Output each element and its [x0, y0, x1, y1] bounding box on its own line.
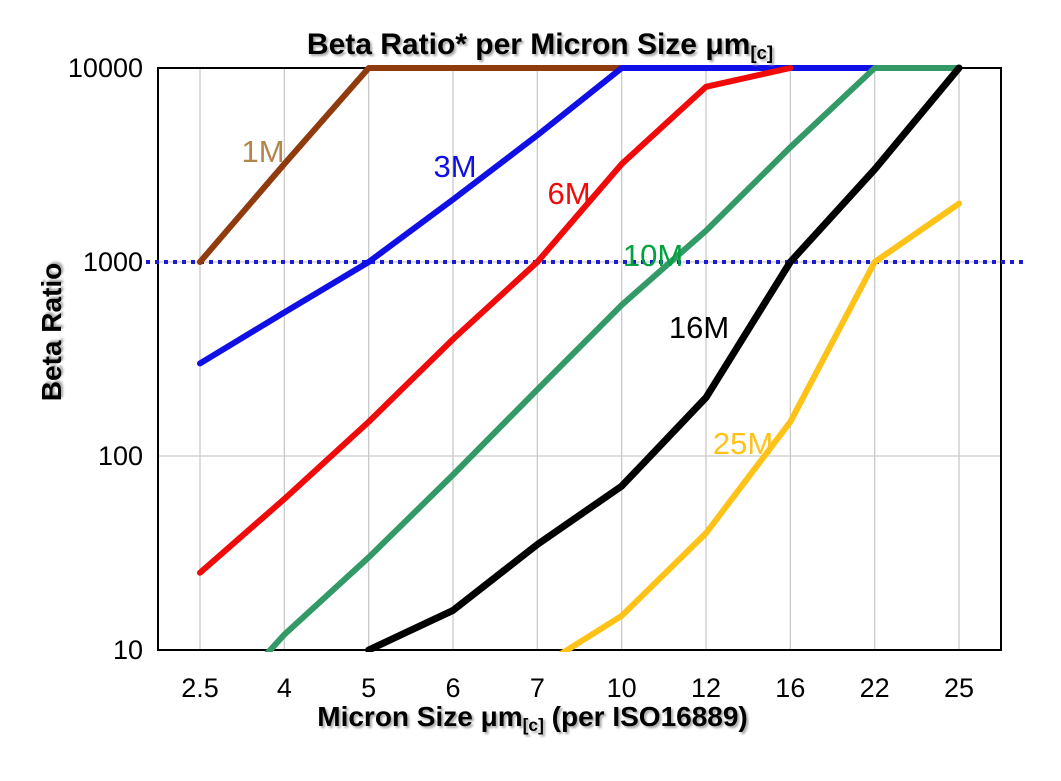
series-line-1M	[197, 65, 625, 265]
series-label-25M: 25M	[713, 426, 773, 461]
series-label-1M: 1M	[241, 134, 284, 169]
y-tick-1000: 1000	[83, 247, 143, 277]
chart-title-text: Beta Ratio* per Micron Size μm	[306, 28, 751, 61]
x-tick-2.5: 2.5	[181, 673, 219, 703]
series-line-3M	[197, 65, 878, 367]
series-line-25M	[558, 200, 962, 652]
series-label-6M: 6M	[547, 176, 590, 211]
x-axis-title-text: Micron Size μm	[317, 701, 523, 732]
x-tick-5: 5	[361, 673, 376, 703]
x-tick-16: 16	[775, 673, 805, 703]
y-tick-10: 10	[113, 635, 143, 665]
x-tick-12: 12	[691, 673, 721, 703]
series-lines	[197, 64, 963, 652]
x-tick-7: 7	[530, 673, 545, 703]
chart-title-subscript: [c]	[750, 42, 774, 64]
chart-title: Beta Ratio* per Micron Size μm[c]	[160, 28, 920, 64]
series-line-6M	[197, 65, 794, 576]
series-line-10M	[264, 65, 962, 652]
y-tick-10000: 10000	[68, 53, 143, 83]
x-axis-title-suffix: (per ISO16889)	[543, 701, 748, 732]
x-tick-10: 10	[607, 673, 637, 703]
y-tick-100: 100	[98, 441, 143, 471]
x-tick-22: 22	[860, 673, 890, 703]
y-axis-title: Beta Ratio	[36, 262, 67, 402]
x-axis-title-subscript: [c]	[522, 714, 544, 735]
x-axis-title: Micron Size μm[c] (per ISO16889)	[160, 701, 905, 735]
series-line-16M	[365, 64, 963, 652]
x-tick-6: 6	[445, 673, 460, 703]
x-tick-4: 4	[277, 673, 292, 703]
series-label-16M: 16M	[669, 310, 729, 345]
series-label-3M: 3M	[433, 149, 476, 184]
x-tick-25: 25	[944, 673, 974, 703]
series-label-10M: 10M	[623, 238, 683, 273]
